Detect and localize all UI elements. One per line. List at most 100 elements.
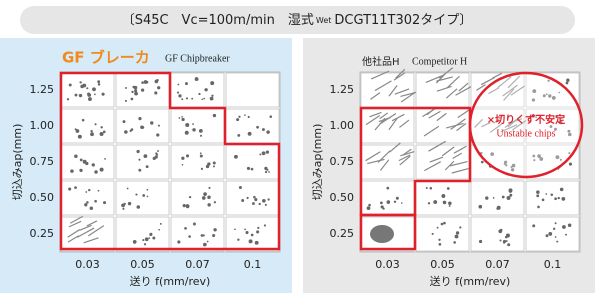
chip [147,196,149,198]
chip [566,82,569,85]
chip [185,123,189,127]
chip [160,223,162,225]
chip [102,93,105,96]
chip [259,203,261,205]
chip [157,86,160,89]
chip [86,87,88,89]
grid-cell [61,73,114,107]
chip [542,199,545,202]
chip [182,164,184,166]
chip [135,194,137,196]
chip [98,190,100,192]
chip [210,97,214,101]
chip [555,222,557,224]
chip [248,132,252,136]
chip [203,192,207,196]
grid-cell [116,145,169,179]
chip [370,225,394,243]
chip [266,130,269,133]
panel-subtitle: Competitor H [412,56,467,67]
grid-cell [471,217,524,251]
chip [199,129,203,133]
grid-cell [61,109,114,143]
chip [67,98,69,100]
chip [430,187,433,190]
chip [90,132,94,136]
y-tick-label: 0.50 [30,191,55,204]
chip [234,155,238,159]
x-tick-label: 0.1 [244,258,262,271]
chip [485,196,488,199]
chip [251,168,254,171]
chip [214,201,216,203]
chip [554,197,557,200]
chip [153,157,156,160]
chip [142,239,144,241]
chip [266,169,268,171]
chip [509,194,512,197]
chip [213,114,216,117]
chip [179,117,181,119]
chip [213,165,215,167]
chip [568,223,572,227]
chip [149,233,152,236]
chip [545,193,547,195]
chip [154,91,157,94]
chip [237,134,240,137]
y-tick-label: 0.50 [330,191,355,204]
chip [207,241,209,243]
chip [87,93,91,97]
chip [507,196,511,200]
chip [206,165,209,168]
chip [150,121,153,124]
chip [562,225,566,229]
chip [103,201,106,204]
chip [265,204,267,206]
chip [368,204,371,207]
chip [401,202,403,204]
chip [254,198,257,201]
chip [74,154,78,158]
x-axis-title: 送り f(mm/rev) [430,274,511,288]
chip [380,201,383,204]
chip [265,171,267,173]
grid-cell [361,109,414,143]
grid-cell [171,217,224,251]
chip [259,153,261,155]
chip [200,154,203,157]
panel-title: GF ブレーカ [62,49,150,67]
chip [537,206,540,209]
chip [257,227,259,229]
chip [94,93,96,95]
chip [249,239,253,243]
chip [92,87,96,91]
chip [503,240,506,243]
chip [144,80,148,84]
chip [152,237,155,240]
chip [86,201,89,204]
chip [234,228,236,230]
chip [141,126,144,129]
chip [200,135,202,137]
chip [426,187,428,189]
chip [79,81,81,83]
chip [202,196,206,200]
grid-cell [416,109,469,143]
chip [193,223,196,226]
grid-cell [61,217,114,251]
chip [479,240,482,243]
chip [428,202,430,204]
chip [455,235,459,239]
chip [386,187,389,190]
chip [185,131,189,135]
grid-cell [171,145,224,179]
chip [266,151,269,154]
grid-cell [226,181,279,215]
chip [447,187,450,190]
chip [181,98,183,100]
chip [82,119,85,122]
chip [264,224,266,226]
chip [267,198,269,200]
y-tick-label: 0.25 [30,227,55,240]
chip [432,233,434,235]
